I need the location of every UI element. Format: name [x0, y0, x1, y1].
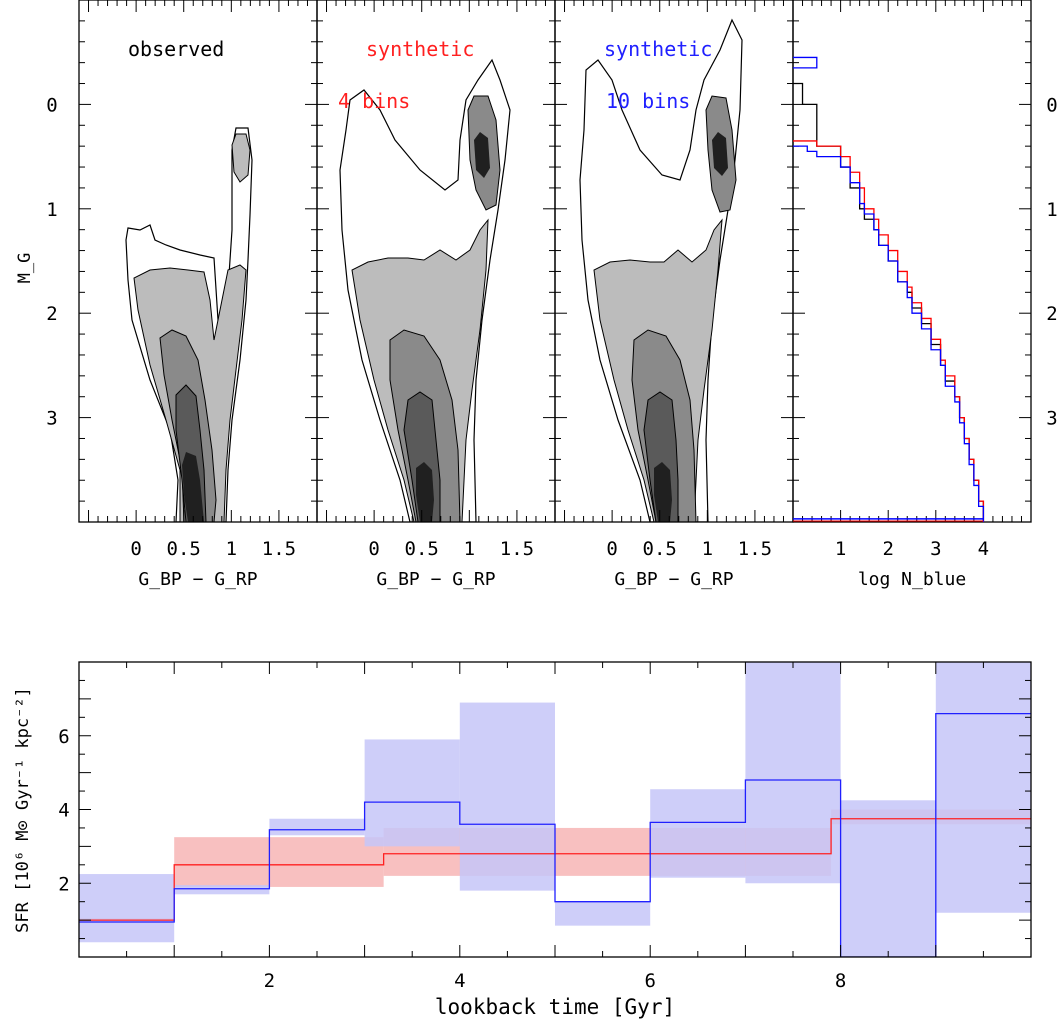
density-contour-giant — [231, 133, 251, 183]
x-tick-label: 1 — [464, 538, 475, 560]
cmd-observed-panel — [125, 127, 253, 522]
luminosity-function-lines — [793, 56, 985, 522]
x-tick-label: 0 — [368, 538, 379, 560]
y-tick-label: 2 — [46, 303, 57, 325]
lf-line-2 — [793, 145, 985, 522]
density-contour-level-5 — [654, 462, 672, 522]
sfr-band — [745, 662, 841, 884]
x-tick-label: 3 — [930, 538, 941, 560]
x-tick-label: 1 — [835, 538, 846, 560]
sfr-y-tick-label: 4 — [58, 800, 69, 822]
density-contour-giant-core — [474, 132, 490, 178]
x-axis-title-cmd-3: G_BP − G_RP — [614, 569, 733, 590]
sfr-x-tick-label: 6 — [644, 970, 655, 992]
sfr-y-axis-title: SFR [10⁶ M⊙ Gyr⁻¹ kpc⁻²] — [13, 687, 33, 933]
panel-label-synthetic-4-line2: 4 bins — [338, 89, 410, 113]
sfr-x-tick-label: 8 — [835, 970, 846, 992]
cmd-synthetic-4-panel — [339, 58, 511, 522]
sfr-band — [174, 837, 384, 887]
panel-label-synthetic-10-line1: synthetic — [604, 37, 712, 61]
panel-label-synthetic-10-line2: 10 bins — [606, 89, 690, 113]
sfr-lines — [79, 712, 1031, 957]
y-tick-label: 0 — [46, 94, 57, 116]
x-tick-label: 0 — [130, 538, 141, 560]
y-tick-label: 3 — [46, 408, 57, 430]
sfr-band — [935, 662, 1031, 913]
density-contour-giant-core — [712, 132, 728, 176]
sfr-y-tick-label: 6 — [58, 726, 69, 748]
density-contour-level-5 — [182, 452, 204, 522]
luminosity-function-frame — [792, 0, 1032, 523]
lf-line-3 — [793, 56, 818, 69]
sfr-x-axis-title: lookback time [Gyr] — [435, 995, 675, 1019]
sfr-line — [79, 712, 1031, 957]
cmd-synthetic-10-panel — [579, 18, 743, 522]
x-axis-title-cmd-2: G_BP − G_RP — [376, 569, 495, 590]
y-tick-label: 1 — [46, 199, 57, 221]
sfr-band — [555, 901, 651, 926]
sfr-y-tick-label: 2 — [58, 873, 69, 895]
panel-label-observed: observed — [128, 37, 224, 61]
x-tick-label: 1 — [702, 538, 713, 560]
x-tick-label: 1.5 — [262, 538, 296, 560]
panel-label-synthetic-4-line1: synthetic — [366, 37, 474, 61]
x-tick-label: 2 — [882, 538, 893, 560]
y-tick-label-right: 2 — [1046, 303, 1057, 325]
x-tick-label: 4 — [978, 538, 989, 560]
x-tick-label: 1.5 — [500, 538, 534, 560]
x-axis-title-lognblue: log N_blue — [858, 569, 966, 590]
sfr-band — [650, 789, 746, 878]
sfr-x-tick-label: 2 — [264, 970, 275, 992]
sfr-x-tick-label: 4 — [454, 970, 465, 992]
sfr-axes: 2 4 6 8 2 4 6 — [58, 661, 1032, 992]
sfr-band — [79, 874, 175, 943]
sfr-band — [269, 818, 365, 836]
sfr-band — [459, 702, 555, 891]
x-tick-label: 1 — [226, 538, 237, 560]
x-tick-label: 1.5 — [738, 538, 772, 560]
sfr-uncertainty-bands — [79, 662, 1031, 957]
x-tick-label: 0 — [606, 538, 617, 560]
x-tick-label: 0.5 — [167, 538, 201, 560]
x-tick-label: 0.5 — [405, 538, 439, 560]
lf-line-1 — [793, 140, 985, 522]
x-tick-label: 0.5 — [643, 538, 677, 560]
sfr-band — [364, 739, 460, 847]
x-axis-title-cmd-1: G_BP − G_RP — [138, 569, 257, 590]
y-axis-title-mg: M_G — [15, 253, 35, 284]
sfr-band — [174, 885, 270, 895]
density-contour-level-5 — [416, 462, 434, 522]
y-tick-label-right: 3 — [1046, 408, 1057, 430]
y-tick-label-right: 0 — [1046, 94, 1057, 116]
lf-line-0 — [793, 82, 985, 522]
sfr-band — [840, 800, 936, 957]
y-tick-label-right: 1 — [1046, 199, 1057, 221]
top-row-axes: 0 1 2 3 0 1 2 3 0 0.5 1 1.5 0 0.5 1 1.5 0 0.5 1 1.5 1 2 3 4 — [46, 0, 1058, 560]
